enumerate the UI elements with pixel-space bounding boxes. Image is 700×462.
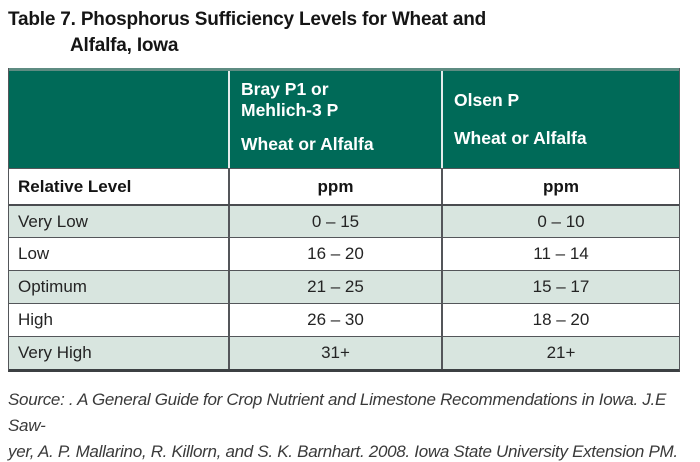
row-bray-value: 31+ bbox=[228, 337, 441, 369]
unit-olsen-ppm: ppm bbox=[441, 169, 679, 204]
row-bray-value: 16 – 20 bbox=[228, 238, 441, 270]
header-bray-crops: Wheat or Alfalfa bbox=[241, 134, 374, 154]
row-olsen-value: 15 – 17 bbox=[441, 271, 679, 303]
header-bray-line2: Mehlich-3 P bbox=[241, 100, 339, 120]
page-title: Table 7. Phosphorus Sufficiency Levels f… bbox=[8, 7, 700, 59]
row-olsen-value: 11 – 14 bbox=[441, 238, 679, 270]
row-bray-value: 26 – 30 bbox=[228, 304, 441, 336]
unit-row: Relative Level ppm ppm bbox=[9, 168, 679, 204]
table-row-high: High 26 – 30 18 – 20 bbox=[9, 303, 679, 336]
header-olsen-line1: Olsen P bbox=[454, 90, 520, 110]
row-olsen-value: 21+ bbox=[441, 337, 679, 369]
source-note: Source: . A General Guide for Crop Nutri… bbox=[8, 387, 700, 462]
header-bray-line1: Bray P1 or bbox=[241, 79, 329, 99]
header-cell-empty bbox=[9, 71, 228, 168]
source-line2: yer, A. P. Mallarino, R. Killorn, and S.… bbox=[8, 442, 678, 461]
row-olsen-value: 0 – 10 bbox=[441, 206, 679, 237]
table-header-row: Bray P1 or Mehlich-3 P Wheat or Alfalfa … bbox=[9, 68, 679, 168]
page-title-line2: Alfalfa, Iowa bbox=[70, 35, 179, 56]
table-row-very-low: Very Low 0 – 15 0 – 10 bbox=[9, 204, 679, 237]
row-bray-value: 21 – 25 bbox=[228, 271, 441, 303]
header-olsen-crops: Wheat or Alfalfa bbox=[454, 128, 587, 148]
unit-bray-ppm: ppm bbox=[228, 169, 441, 204]
header-cell-olsen: Olsen P Wheat or Alfalfa bbox=[441, 71, 679, 168]
row-level-label: Very Low bbox=[18, 211, 88, 231]
row-level-label: Optimum bbox=[18, 277, 87, 296]
source-line1: Source: . A General Guide for Crop Nutri… bbox=[8, 390, 667, 435]
row-level-label: Very High bbox=[18, 343, 92, 362]
row-olsen-value: 18 – 20 bbox=[441, 304, 679, 336]
page: Table 7. Phosphorus Sufficiency Levels f… bbox=[0, 7, 700, 462]
row-level-label: High bbox=[18, 310, 53, 329]
header-cell-bray: Bray P1 or Mehlich-3 P Wheat or Alfalfa bbox=[228, 71, 441, 168]
table-row-very-high: Very High 31+ 21+ bbox=[9, 336, 679, 369]
table-row-low: Low 16 – 20 11 – 14 bbox=[9, 237, 679, 270]
unit-row-label: Relative Level bbox=[18, 176, 132, 196]
table-row-optimum: Optimum 21 – 25 15 – 17 bbox=[9, 270, 679, 303]
row-bray-value: 0 – 15 bbox=[228, 206, 441, 237]
row-level-label: Low bbox=[18, 244, 50, 263]
phosphorus-sufficiency-table: Bray P1 or Mehlich-3 P Wheat or Alfalfa … bbox=[8, 68, 680, 372]
page-title-line1: Table 7. Phosphorus Sufficiency Levels f… bbox=[8, 9, 487, 30]
